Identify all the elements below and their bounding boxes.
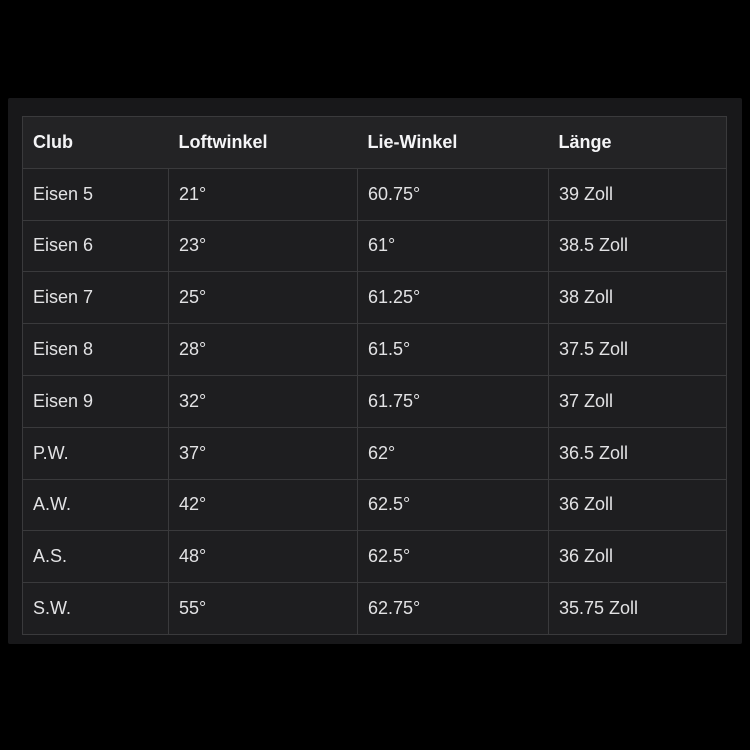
table-cell: 37.5 Zoll [548,323,727,376]
table-cell: S.W. [22,582,169,635]
column-header-club: Club [22,116,169,169]
table-row: A.S. 48° 62.5° 36 Zoll [22,530,727,583]
table-row: Eisen 5 21° 60.75° 39 Zoll [22,167,727,221]
table-cell: 61.5° [357,323,549,376]
table-cell: 37 Zoll [548,374,727,428]
table-cell: 25° [168,271,358,324]
table-cell: 38.5 Zoll [548,219,727,272]
table-cell: 61.25° [357,271,549,324]
table-row: Eisen 8 28° 61.5° 37.5 Zoll [22,323,727,376]
table-cell: 21° [168,167,358,221]
table-cell: 62.5° [357,478,549,531]
table-cell: A.S. [22,530,169,583]
table-cell: 36 Zoll [548,478,727,531]
table-row: A.W. 42° 62.5° 36 Zoll [22,478,727,531]
table-row: Eisen 9 32° 61.75° 37 Zoll [22,374,727,428]
table-cell: 35.75 Zoll [548,582,727,635]
table-cell: Eisen 6 [22,219,169,272]
table-cell: 38 Zoll [548,271,727,324]
table-cell: 60.75° [357,167,549,221]
table-cell: 62.5° [357,530,549,583]
table-cell: 39 Zoll [548,167,727,221]
table-cell: Eisen 5 [22,167,169,221]
table-cell: 61.75° [357,374,549,428]
table-cell: 32° [168,374,358,428]
table-cell: 55° [168,582,358,635]
table-cell: 42° [168,478,358,531]
table-cell: 37° [168,426,358,480]
table-cell: 62° [357,426,549,480]
table-cell: 62.75° [357,582,549,635]
table-body: Eisen 5 21° 60.75° 39 Zoll Eisen 6 23° 61° 38.5… [22,167,727,635]
table-cell: A.W. [22,478,169,531]
column-header-laenge: Länge [548,116,727,169]
table-cell: 36.5 Zoll [548,426,727,480]
table-cell: Eisen 9 [22,374,169,428]
table-cell: Eisen 8 [22,323,169,376]
table-row: Eisen 6 23° 61° 38.5 Zoll [22,219,727,272]
table-header: Club Loftwinkel Lie-Winkel Länge [22,116,727,169]
table-row: P.W. 37° 62° 36.5 Zoll [22,426,727,480]
table-cell: 36 Zoll [548,530,727,583]
table-cell: 48° [168,530,358,583]
table-cell: 28° [168,323,358,376]
table-panel: Club Loftwinkel Lie-Winkel Länge Eisen 5… [8,98,742,644]
table-row: Eisen 7 25° 61.25° 38 Zoll [22,271,727,324]
table-cell: 23° [168,219,358,272]
column-header-lie-winkel: Lie-Winkel [357,116,549,169]
column-header-loftwinkel: Loftwinkel [168,116,358,169]
table-cell: P.W. [22,426,169,480]
header-row: Club Loftwinkel Lie-Winkel Länge [22,116,727,169]
table-row: S.W. 55° 62.75° 35.75 Zoll [22,582,727,635]
table-cell: Eisen 7 [22,271,169,324]
table-cell: 61° [357,219,549,272]
club-spec-table: Club Loftwinkel Lie-Winkel Länge Eisen 5… [22,116,727,635]
